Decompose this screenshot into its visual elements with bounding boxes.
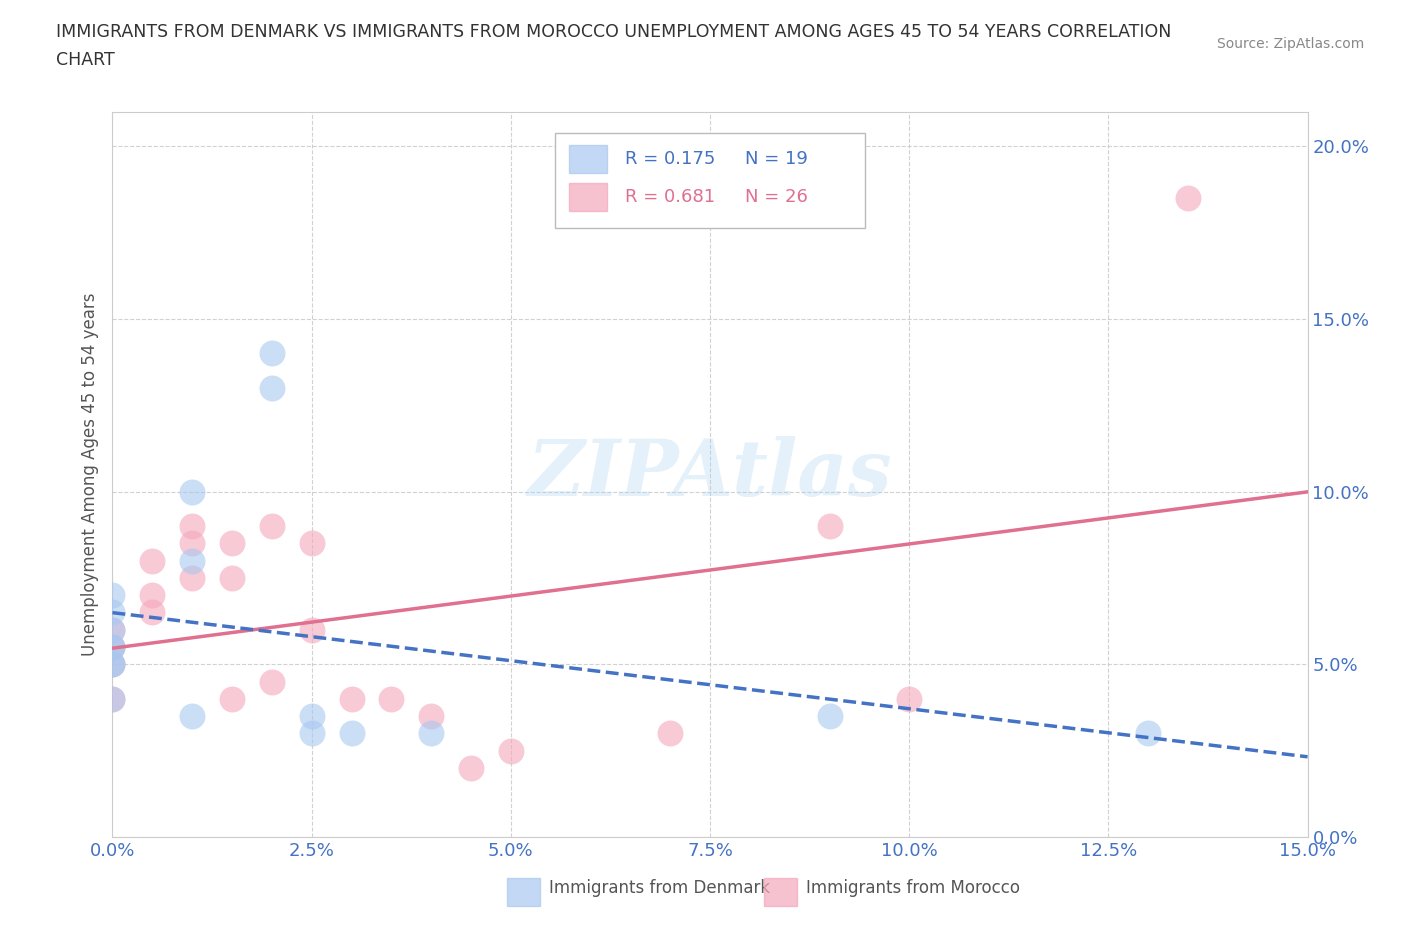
FancyBboxPatch shape [569, 183, 607, 211]
Point [499, 743, 522, 758]
Text: CHART: CHART [56, 51, 115, 69]
Point [221, 691, 243, 706]
Point [340, 691, 363, 706]
Point [101, 640, 124, 655]
FancyBboxPatch shape [569, 145, 607, 173]
Point [659, 726, 682, 741]
Point [181, 570, 204, 585]
Point [818, 709, 841, 724]
Point [260, 519, 283, 534]
Point [181, 519, 204, 534]
Text: Source: ZipAtlas.com: Source: ZipAtlas.com [1216, 37, 1364, 51]
Text: R = 0.681: R = 0.681 [626, 188, 716, 206]
Point [301, 726, 323, 741]
FancyBboxPatch shape [508, 878, 540, 906]
Text: ZIPAtlas: ZIPAtlas [527, 436, 893, 512]
Point [101, 605, 124, 620]
Point [898, 691, 921, 706]
Point [301, 622, 323, 637]
Point [141, 605, 163, 620]
Point [420, 726, 443, 741]
Point [260, 674, 283, 689]
Text: Immigrants from Morocco: Immigrants from Morocco [806, 879, 1019, 897]
Point [460, 761, 482, 776]
Point [260, 346, 283, 361]
Point [101, 622, 124, 637]
Point [101, 622, 124, 637]
Text: Immigrants from Denmark: Immigrants from Denmark [548, 879, 770, 897]
Y-axis label: Unemployment Among Ages 45 to 54 years: Unemployment Among Ages 45 to 54 years [80, 293, 98, 656]
Text: N = 26: N = 26 [745, 188, 807, 206]
Text: R = 0.175: R = 0.175 [626, 150, 716, 167]
Text: N = 19: N = 19 [745, 150, 807, 167]
Point [420, 709, 443, 724]
Point [141, 588, 163, 603]
Point [1177, 191, 1199, 206]
Point [101, 657, 124, 671]
Point [101, 691, 124, 706]
Point [301, 536, 323, 551]
FancyBboxPatch shape [554, 133, 866, 228]
Point [181, 536, 204, 551]
Point [101, 588, 124, 603]
Point [301, 709, 323, 724]
Point [221, 570, 243, 585]
Point [181, 553, 204, 568]
Point [181, 709, 204, 724]
Point [101, 640, 124, 655]
Point [101, 657, 124, 671]
Point [101, 657, 124, 671]
Point [340, 726, 363, 741]
Point [818, 519, 841, 534]
Point [141, 553, 163, 568]
Point [101, 691, 124, 706]
Point [221, 536, 243, 551]
Point [101, 640, 124, 655]
FancyBboxPatch shape [763, 878, 797, 906]
Text: IMMIGRANTS FROM DENMARK VS IMMIGRANTS FROM MOROCCO UNEMPLOYMENT AMONG AGES 45 TO: IMMIGRANTS FROM DENMARK VS IMMIGRANTS FR… [56, 23, 1171, 41]
Point [380, 691, 402, 706]
Point [1137, 726, 1160, 741]
Point [181, 485, 204, 499]
Point [260, 380, 283, 395]
